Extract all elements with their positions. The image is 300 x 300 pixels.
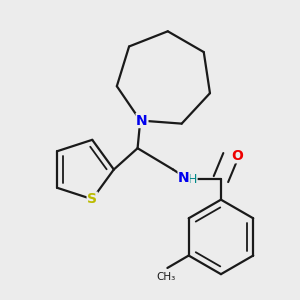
Text: N: N — [136, 113, 148, 128]
Text: S: S — [87, 192, 97, 206]
Text: H: H — [188, 172, 197, 186]
Text: CH₃: CH₃ — [156, 272, 175, 281]
Text: N: N — [178, 171, 190, 185]
Text: O: O — [231, 149, 243, 163]
